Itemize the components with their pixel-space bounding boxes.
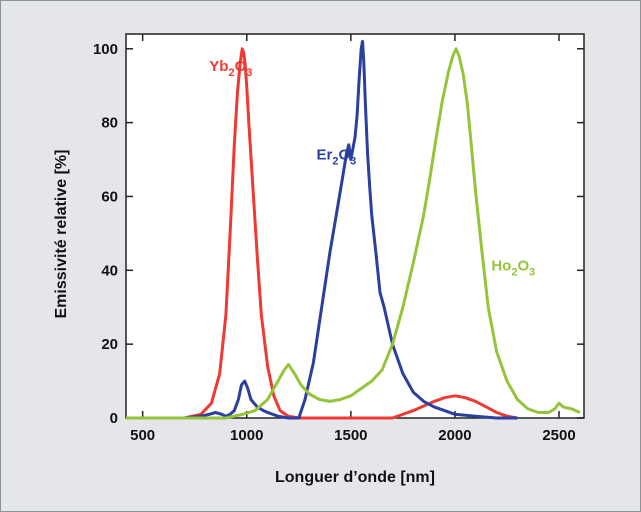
series-lines [126,39,581,420]
y-tick-label: 100 [93,41,118,58]
x-tick-label: 500 [130,427,155,444]
y-tick-label: 80 [101,115,118,132]
series-line [126,47,518,420]
x-axis: 500 1000 1500 2000 2500 [130,34,576,444]
x-tick-label: 1000 [230,427,263,444]
series-labels: Yb2O3 Er2O3 Ho2O3 [209,58,535,278]
plot-area [125,33,585,419]
x-tick-label: 2500 [542,427,575,444]
y-tick-label: 0 [110,410,118,427]
y-tick-label: 40 [101,262,118,279]
series-line [126,39,518,420]
x-tick-label: 2000 [438,427,471,444]
x-axis-title: Longuer d’onde [nm] [275,469,435,486]
y-tick-label: 20 [101,336,118,353]
x-tick-label: 1500 [334,427,367,444]
y-axis-title: Emissivité relative [%] [53,150,70,319]
series-label: Er2O3 [316,147,356,168]
series-label: Ho2O3 [491,257,535,278]
series-label: Yb2O3 [209,58,252,79]
y-tick-label: 60 [101,188,118,205]
y-axis: 0 20 40 60 80 100 [93,41,584,427]
series-line [126,47,581,420]
